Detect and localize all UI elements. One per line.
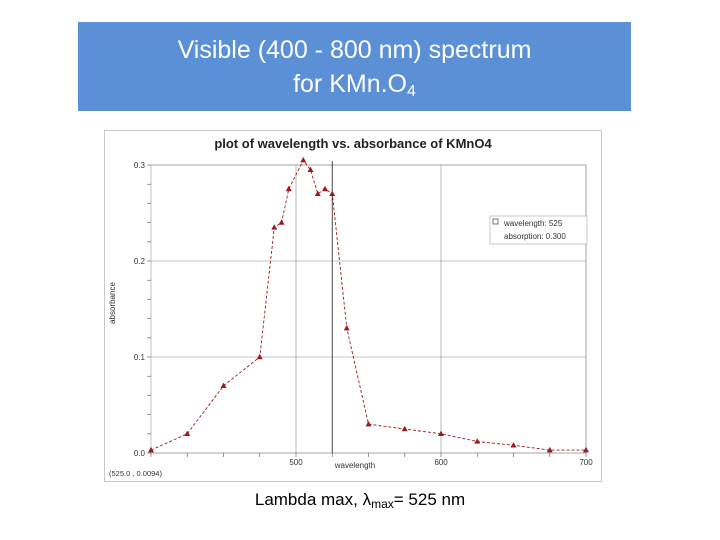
chart-panel: plot of wavelength vs. absorbance of KMn… <box>104 130 602 482</box>
data-point <box>322 185 328 192</box>
absorbance-chart: plot of wavelength vs. absorbance of KMn… <box>108 136 593 478</box>
caption-subscript: max <box>371 497 394 511</box>
data-point <box>474 438 481 444</box>
lambda-max-caption: Lambda max, λmax= 525 nm <box>0 490 720 510</box>
title-line-1: Visible (400 - 800 nm) spectrum <box>177 35 532 64</box>
series-line <box>150 159 586 451</box>
data-point <box>365 421 372 427</box>
legend-marker-icon <box>492 218 499 225</box>
data-point <box>148 446 154 453</box>
data-point <box>220 382 227 388</box>
data-point <box>314 190 321 196</box>
data-point <box>256 353 263 360</box>
cursor-readout: (525.0 , 0.0094) <box>109 469 162 478</box>
plot-area-frame <box>150 164 587 454</box>
y-tick-label: 0.1 <box>134 353 146 362</box>
data-point <box>307 166 314 172</box>
data-point <box>184 430 191 436</box>
data-point <box>510 442 517 448</box>
data-point <box>285 185 292 192</box>
data-point <box>271 224 278 230</box>
title-line-2-text: for KMn.O <box>293 69 407 98</box>
y-axis-label: absorbance <box>108 282 117 324</box>
slide-title: Visible (400 - 800 nm) spectrum for KMn.… <box>78 22 631 111</box>
legend-entry-absorption: absorption: 0.300 <box>504 232 566 241</box>
x-tick-label: 600 <box>434 458 448 467</box>
data-point <box>343 325 350 331</box>
data-point <box>546 446 553 453</box>
x-tick-label: 500 <box>289 458 303 467</box>
title-subscript: 4 <box>407 82 416 100</box>
data-point <box>583 446 589 453</box>
y-tick-label: 0.0 <box>134 449 146 458</box>
chart-title: plot of wavelength vs. absorbance of KMn… <box>214 136 492 151</box>
x-axis-label: wavelength <box>334 461 375 470</box>
legend-box <box>489 215 588 245</box>
data-point <box>401 425 408 432</box>
data-point <box>329 190 336 196</box>
data-point <box>300 157 307 163</box>
x-tick-label: 700 <box>579 458 593 467</box>
chart-legend: wavelength: 525 absorption: 0.300 <box>489 215 588 245</box>
legend-entry-wavelength: wavelength: 525 <box>503 219 563 228</box>
y-tick-label: 0.2 <box>134 257 146 266</box>
y-tick-label: 0.3 <box>134 161 146 170</box>
caption-prefix: Lambda max, λ <box>254 490 372 509</box>
title-line-2: for KMn.O4 <box>293 67 416 101</box>
data-point <box>278 219 285 225</box>
caption-value: = 525 nm <box>393 490 466 509</box>
data-point <box>438 430 444 436</box>
